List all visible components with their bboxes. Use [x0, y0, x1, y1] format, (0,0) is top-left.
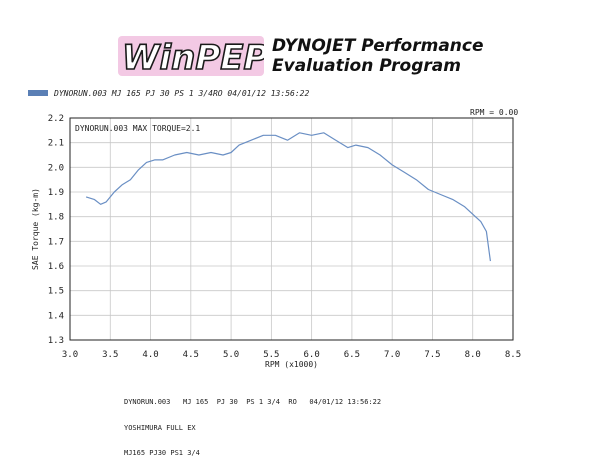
brand-title-line1: DYNOJET Performance [272, 36, 484, 56]
y-tick-label: 2.1 [48, 139, 64, 149]
x-tick-label: 5.5 [263, 350, 279, 360]
rpm-readout: RPM = 0.00 [470, 108, 519, 117]
chart-grid [69, 117, 514, 341]
plot-frame [69, 117, 514, 341]
x-tick-label: 3.0 [62, 350, 78, 360]
series-group [85, 132, 491, 262]
x-tick-label: 8.0 [465, 350, 481, 360]
x-tick-label: 8.5 [505, 350, 521, 360]
y-tick-label: 2.2 [48, 114, 64, 124]
footer-line-1: DYNORUN.003 MJ 165 PJ 30 PS 1 3/4 RO 04/… [124, 398, 382, 406]
y-tick-label: 1.6 [48, 262, 64, 272]
legend-label: DYNORUN.003 MJ 165 PJ 30 PS 1 3/4RO 04/0… [54, 88, 310, 98]
torque-series-line [85, 132, 491, 262]
logo-text: WinPEP [122, 38, 264, 76]
y-tick-label: 2.0 [48, 163, 64, 173]
x-tick-labels: 3.0 3.5 4.0 4.5 5.0 5.5 6.0 6.5 7.0 7.5 8.0 8.5 [62, 350, 521, 360]
y-tick-label: 1.9 [48, 188, 64, 198]
y-tick-labels: 1.3 1.4 1.5 1.6 1.7 1.8 1.9 2.0 2.1 2.2 [48, 114, 64, 346]
x-axis-label: RPM (x1000) [265, 360, 318, 369]
x-tick-label: 6.0 [304, 350, 320, 360]
footer-line-3: MJ165 PJ30 PS1 3/4 [124, 449, 200, 457]
winpep-logo: WinPEP [118, 36, 264, 76]
max-torque-annotation: DYNORUN.003 MAX TORQUE=2.1 [75, 124, 200, 133]
brand-title-line2: Evaluation Program [272, 56, 461, 76]
y-tick-label: 1.7 [48, 237, 64, 247]
torque-chart: 3.0 3.5 4.0 4.5 5.0 5.5 6.0 6.5 7.0 7.5 8.0 8.5 1.3… [31, 114, 521, 369]
y-axis-label: SAE Torque (kg-m) [31, 188, 40, 270]
run-footer: DYNORUN.003 MJ 165 PJ 30 PS 1 3/4 RO 04/… [124, 381, 381, 466]
y-tick-label: 1.3 [48, 336, 64, 346]
x-tick-label: 5.0 [223, 350, 239, 360]
x-tick-label: 6.5 [344, 350, 360, 360]
y-tick-label: 1.4 [48, 311, 64, 321]
x-tick-label: 4.5 [183, 350, 199, 360]
legend: DYNORUN.003 MJ 165 PJ 30 PS 1 3/4RO 04/0… [28, 86, 309, 100]
x-tick-label: 3.5 [102, 350, 118, 360]
y-tick-label: 1.8 [48, 213, 64, 223]
legend-swatch [28, 90, 48, 96]
x-tick-label: 7.0 [384, 350, 400, 360]
y-tick-label: 1.5 [48, 287, 64, 297]
x-tick-label: 7.5 [424, 350, 440, 360]
brand-title: DYNOJET Performance Evaluation Program [272, 36, 592, 76]
x-tick-label: 4.0 [142, 350, 158, 360]
